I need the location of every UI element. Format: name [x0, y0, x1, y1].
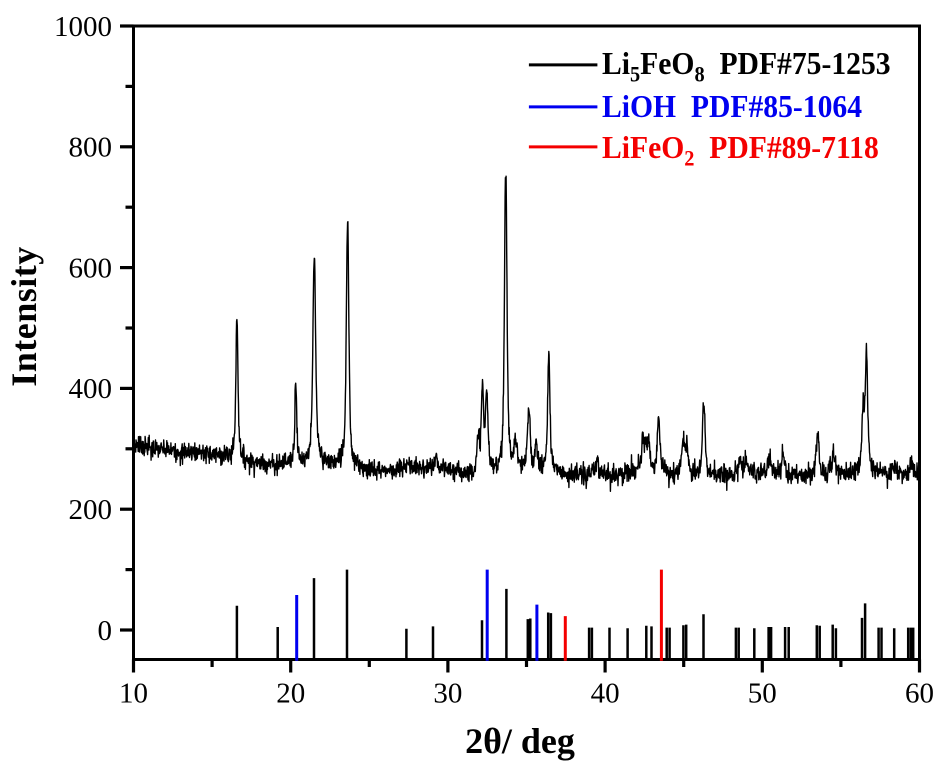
svg-text:600: 600 — [69, 252, 113, 284]
svg-text:400: 400 — [69, 373, 113, 405]
svg-text:10: 10 — [119, 678, 148, 710]
svg-text:50: 50 — [748, 678, 777, 710]
svg-text:200: 200 — [69, 494, 113, 526]
svg-text:Intensity: Intensity — [4, 246, 44, 387]
svg-text:2θ/ deg: 2θ/ deg — [465, 721, 575, 761]
svg-text:LiFeO2 PDF#89-7118: LiFeO2 PDF#89-7118 — [602, 130, 879, 171]
svg-text:20: 20 — [276, 678, 305, 710]
svg-text:60: 60 — [905, 678, 934, 710]
svg-text:LiOH PDF#85-1064: LiOH PDF#85-1064 — [602, 89, 862, 124]
svg-text:800: 800 — [69, 132, 113, 164]
svg-text:30: 30 — [433, 678, 462, 710]
svg-text:0: 0 — [98, 615, 113, 647]
svg-text:40: 40 — [591, 678, 620, 710]
svg-text:Li5FeO8 PDF#75-1253: Li5FeO8 PDF#75-1253 — [602, 46, 891, 87]
svg-text:1000: 1000 — [54, 11, 112, 43]
